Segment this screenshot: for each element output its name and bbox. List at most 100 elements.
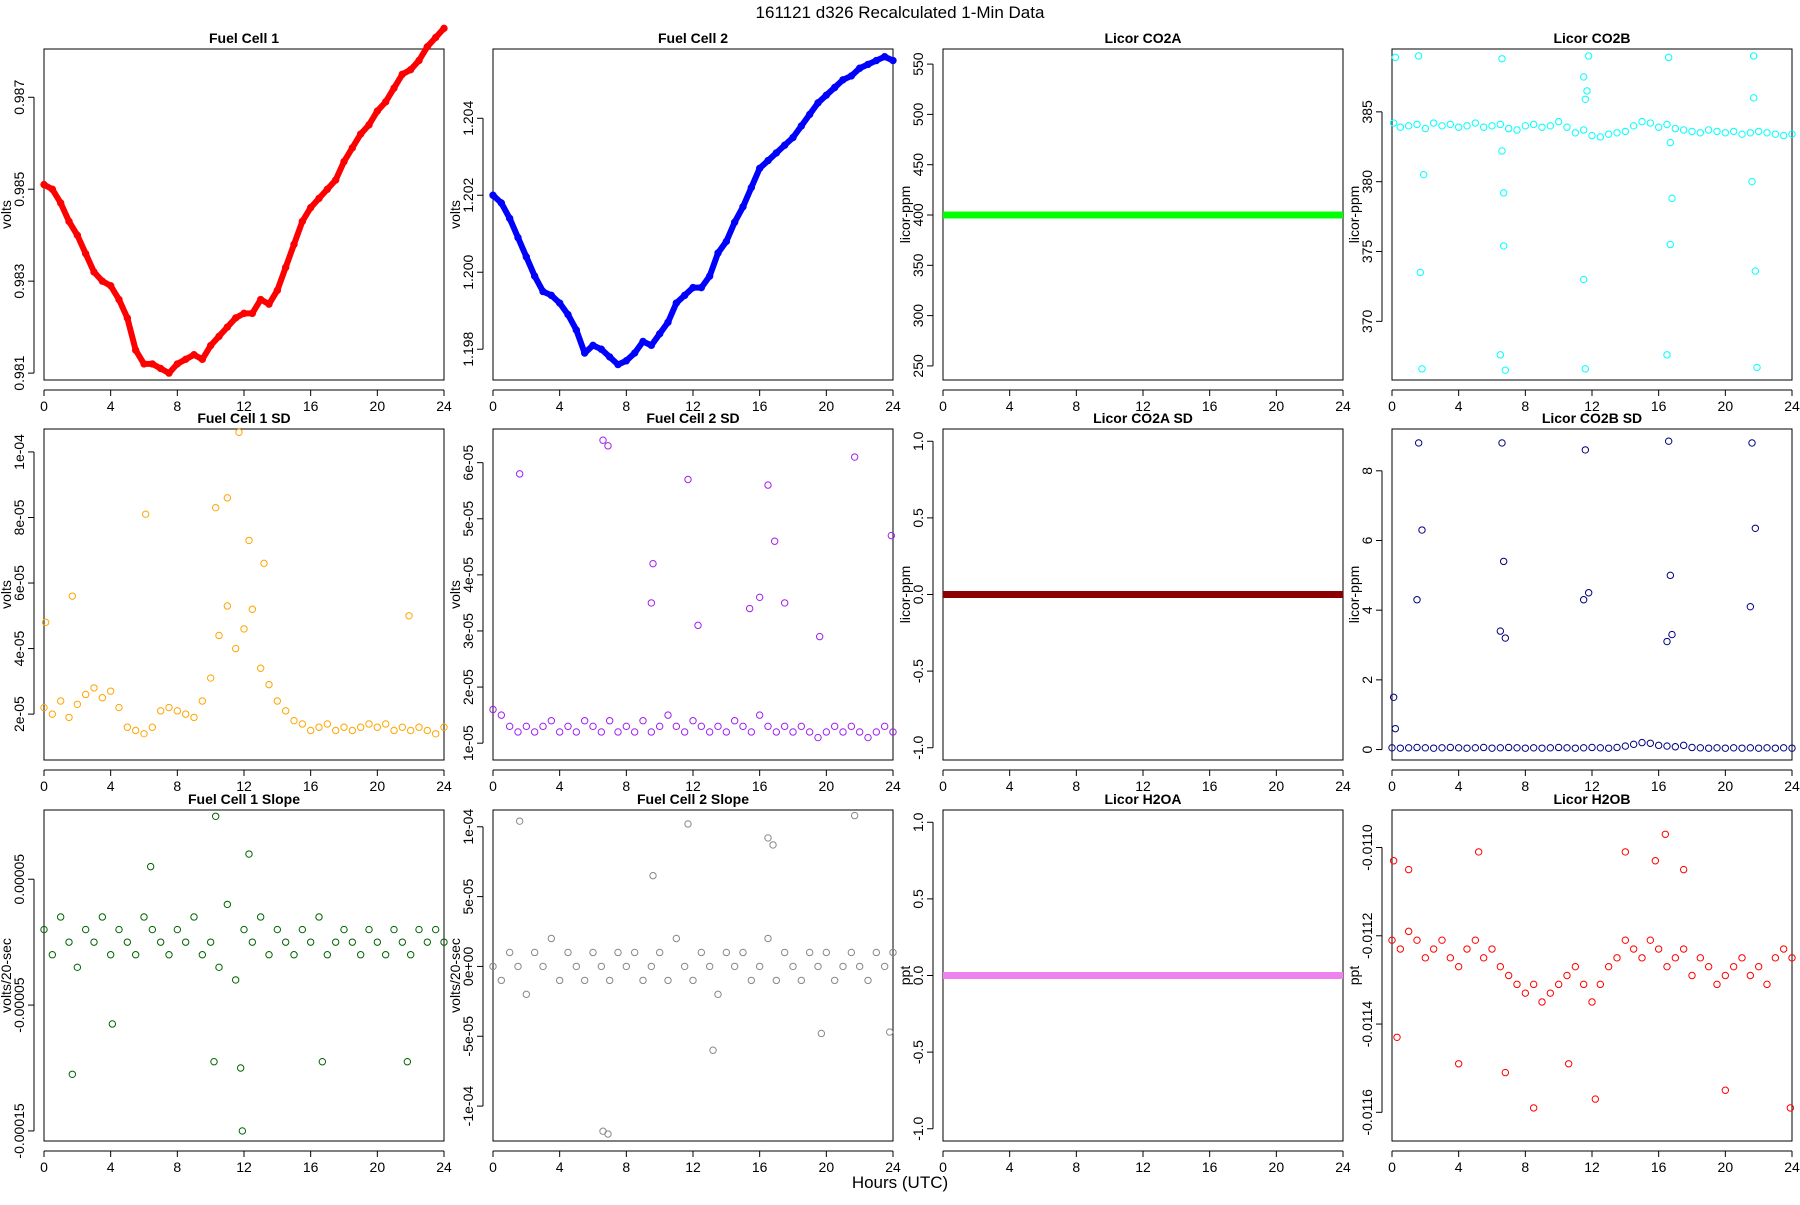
data-point xyxy=(1629,945,1638,953)
y-tick-label: 3e-05 xyxy=(460,613,476,649)
y-axis-label: ppt xyxy=(897,966,913,986)
data-point xyxy=(398,70,407,78)
x-tick-label: 24 xyxy=(885,1159,901,1175)
data-point xyxy=(689,283,697,292)
data-point xyxy=(630,349,639,357)
data-point xyxy=(406,951,415,959)
data-point xyxy=(1663,637,1671,646)
data-point xyxy=(1596,980,1605,989)
x-tick-label: 24 xyxy=(436,1159,452,1175)
data-point xyxy=(156,938,165,946)
data-point xyxy=(1688,971,1696,980)
data-point xyxy=(672,722,681,731)
x-tick-label: 12 xyxy=(1584,1159,1600,1175)
data-point xyxy=(1496,120,1505,129)
data-point xyxy=(1479,954,1488,962)
data-point xyxy=(672,299,681,307)
data-point xyxy=(431,730,440,738)
data-point xyxy=(1504,971,1513,980)
data-point xyxy=(572,326,581,334)
data-point xyxy=(614,360,622,369)
data-point xyxy=(489,962,497,971)
data-point xyxy=(165,703,173,712)
data-point xyxy=(1396,945,1405,953)
data-point xyxy=(1479,743,1488,752)
data-point xyxy=(772,976,781,985)
data-point xyxy=(497,711,506,719)
y-axis-label: ppt xyxy=(1346,966,1362,986)
data-point xyxy=(589,341,597,350)
data-point xyxy=(680,728,689,736)
data-point xyxy=(1654,741,1663,750)
data-point xyxy=(1679,741,1688,750)
data-point xyxy=(240,625,248,633)
data-point xyxy=(605,976,614,985)
data-point xyxy=(256,664,265,672)
data-point xyxy=(514,962,522,971)
data-point xyxy=(141,510,150,518)
data-point xyxy=(381,720,390,728)
y-axis-label: licor-ppm xyxy=(897,566,913,624)
data-point xyxy=(770,537,779,545)
data-point xyxy=(655,948,664,957)
data-point xyxy=(1749,52,1758,60)
data-point xyxy=(839,76,847,84)
data-point xyxy=(614,948,622,957)
data-point xyxy=(1753,363,1761,372)
data-point xyxy=(373,723,382,731)
data-point xyxy=(73,231,82,239)
data-point xyxy=(1488,122,1496,130)
data-point xyxy=(223,494,232,502)
data-point xyxy=(265,680,273,689)
data-point xyxy=(1463,122,1471,130)
data-point xyxy=(622,357,631,365)
data-point xyxy=(390,84,398,92)
data-point xyxy=(423,43,432,51)
y-tick-label: 0.5 xyxy=(910,508,926,528)
data-point xyxy=(240,925,248,934)
data-point xyxy=(1404,744,1413,752)
y-tick-label: 0.0 xyxy=(910,585,926,605)
panel-title: Licor CO2A SD xyxy=(1093,410,1193,426)
x-tick-label: 24 xyxy=(1784,398,1800,414)
data-point xyxy=(1721,971,1730,980)
data-point xyxy=(880,722,889,731)
data-point xyxy=(1454,123,1463,131)
data-point xyxy=(1396,123,1405,131)
data-point xyxy=(1389,857,1398,865)
data-point xyxy=(1413,936,1421,944)
y-tick-label: 8 xyxy=(1359,467,1375,475)
data-point xyxy=(265,951,273,959)
data-point xyxy=(340,157,348,166)
data-point xyxy=(814,99,822,107)
x-tick-label: 20 xyxy=(1718,398,1734,414)
plot-frame xyxy=(492,428,894,761)
data-point xyxy=(639,337,647,346)
plot-frame xyxy=(1391,428,1793,761)
figure-xlabel: Hours (UTC) xyxy=(852,1173,948,1192)
data-point xyxy=(555,728,564,736)
x-tick-label: 0 xyxy=(40,398,48,414)
data-point xyxy=(165,369,173,377)
panel-7: Licor CO2A SD licor-ppm 0 4 8 12 16 20 24 -1.0 -0.… xyxy=(897,410,1351,794)
data-point xyxy=(649,559,657,568)
x-tick-label: 0 xyxy=(40,778,48,794)
data-point xyxy=(331,938,340,946)
x-tick-label: 12 xyxy=(685,398,701,414)
data-point xyxy=(1501,1068,1510,1077)
x-tick-label: 12 xyxy=(1584,398,1600,414)
data-point xyxy=(1671,743,1680,751)
data-point xyxy=(1463,945,1471,953)
data-point xyxy=(697,948,706,957)
data-point xyxy=(1499,242,1508,250)
y-tick-label: 1.202 xyxy=(460,178,476,213)
plot-frame xyxy=(492,48,894,381)
data-point xyxy=(1571,129,1580,137)
data-point xyxy=(1421,954,1430,962)
x-tick-label: 12 xyxy=(1135,778,1151,794)
data-point xyxy=(697,283,706,292)
data-point xyxy=(1663,120,1671,129)
data-point xyxy=(90,268,98,276)
data-point xyxy=(1414,52,1423,60)
